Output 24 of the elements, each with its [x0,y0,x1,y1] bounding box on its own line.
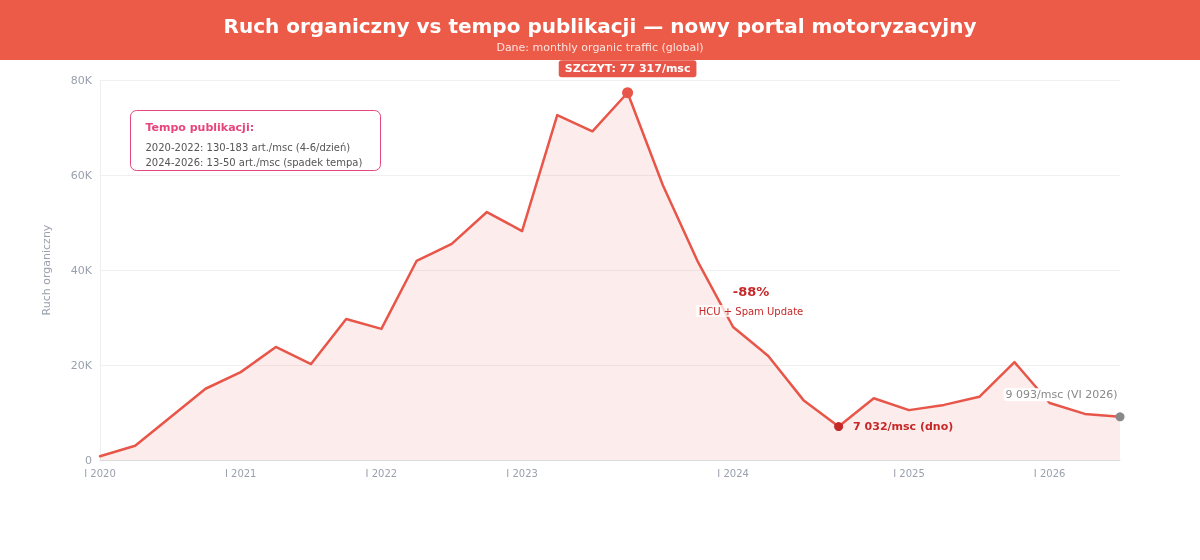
annotation: 2020-2022: 130-183 art./msc (4-6/dzień) [145,142,351,153]
x-tick-label: I 2024 [717,467,749,479]
y-tick-label: 0 [85,453,92,467]
annotation: Tempo publikacji: [145,120,255,134]
chart-title: Ruch organiczny vs tempo publikacji — nowy portal motoryzacyjny [222,13,978,38]
annotation: -88% [732,284,770,299]
x-tick-label: I 2021 [224,467,257,479]
chart-subtitle: Dane: monthly organic traffic (global) [495,41,705,54]
annotation: 9 093/msc (VI 2026) [1005,388,1118,402]
point [834,422,844,432]
annotation: 7 032/msc (dno) [853,420,954,434]
annotation: HCU + Spam Update [698,305,804,317]
text: SZCZYT: 77 317/msc [564,62,691,76]
annotation: 2024-2026: 13-50 art./msc (spadek tempa) [145,157,363,168]
y-tick-label: 20K [70,358,93,372]
x-tick-label: I 2026 [1033,467,1066,479]
y-axis-title: Ruch organiczny [40,224,53,316]
x-tick-label: I 2020 [84,467,116,479]
x-tick-label: I 2025 [893,467,925,479]
y-tick-label: 40K [70,263,93,277]
y-tick-label: 60K [70,168,93,182]
x-tick-label: I 2023 [506,467,538,479]
y-tick-label: 80K [70,73,93,87]
point [622,87,634,99]
